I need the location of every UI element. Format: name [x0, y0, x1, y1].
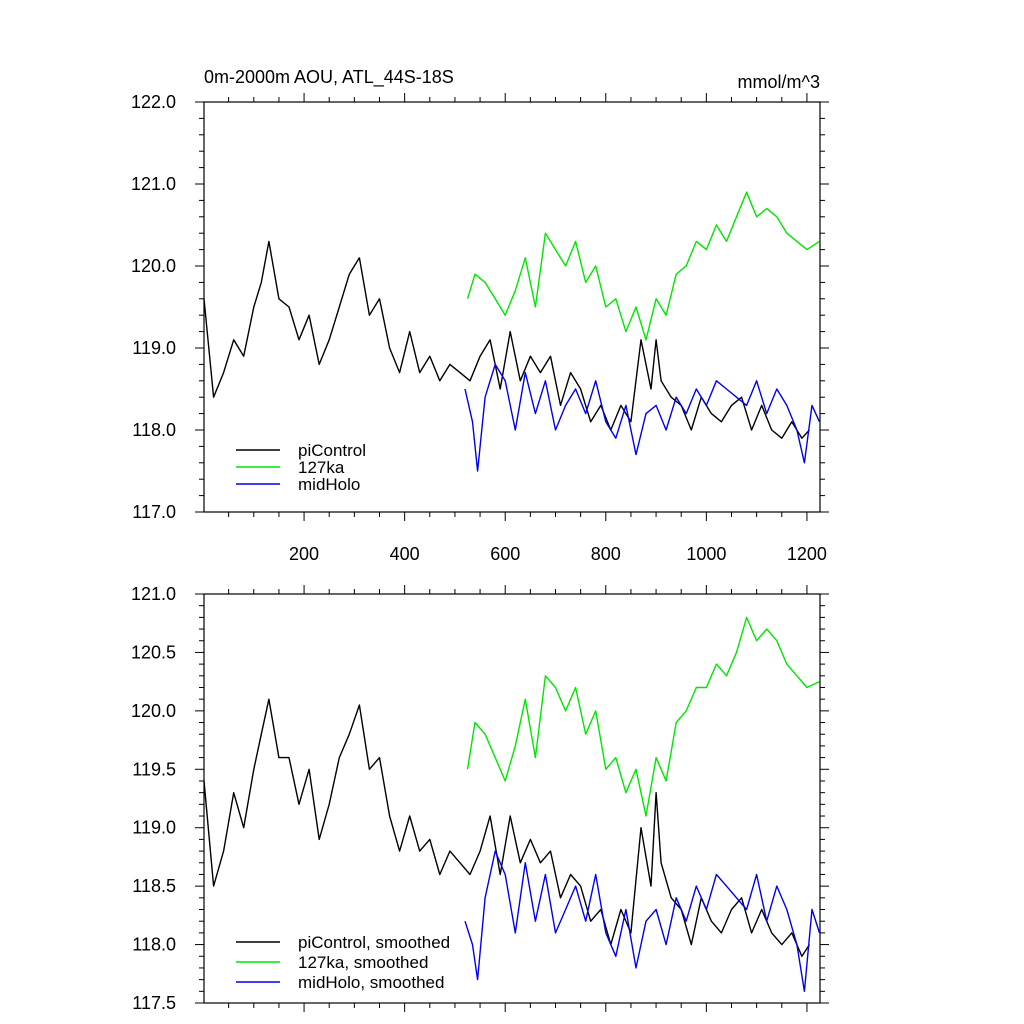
y-tick-label: 119.5 — [132, 759, 176, 779]
y-tick-label: 122.0 — [131, 92, 176, 112]
legend-label-piControl: piControl, smoothed — [298, 933, 450, 952]
top-title: 0m-2000m AOU, ATL_44S-18S — [204, 67, 454, 88]
y-tick-label: 118.5 — [132, 876, 176, 896]
bottom-panel: 117.5 118.0 118.5 119.0 119.5 120.0 120.5 121.0… — [131, 584, 829, 1013]
series-line-127ka — [466, 616, 820, 817]
legend-label-midHolo: midHolo — [298, 475, 360, 494]
series-line-piControl — [203, 698, 810, 957]
y-tick-label: 120.0 — [131, 701, 176, 721]
y-tick-label: 118.0 — [132, 420, 176, 440]
series-line-piControl — [203, 240, 810, 439]
top-units: mmol/m^3 — [738, 72, 820, 92]
series-line-127ka — [466, 191, 820, 341]
legend-label-piControl: piControl — [298, 441, 366, 460]
y-tick-label: 118.0 — [132, 935, 176, 955]
legend-label-127ka: 127ka — [298, 458, 345, 477]
x-tick-label: 800 — [591, 544, 621, 564]
y-tick-label: 120.5 — [131, 642, 176, 662]
y-tick-label: 120.0 — [131, 256, 176, 276]
x-tick-label: 1200 — [787, 544, 827, 564]
y-tick-label: 119.0 — [132, 338, 176, 358]
y-tick-label: 121.0 — [131, 584, 176, 604]
top-panel: 0m-2000m AOU, ATL_44S-18S mmol/m^3 117.0… — [131, 67, 829, 564]
x-tick-label: 200 — [289, 544, 319, 564]
y-tick-label: 117.5 — [132, 993, 176, 1013]
y-tick-label: 117.0 — [132, 502, 176, 522]
x-tick-label: 1000 — [686, 544, 726, 564]
plot-frame — [203, 101, 821, 513]
x-tick-label: 400 — [390, 544, 420, 564]
y-tick-label: 121.0 — [131, 174, 176, 194]
y-tick-label: 119.0 — [132, 818, 176, 838]
legend-label-127ka: 127ka, smoothed — [298, 953, 428, 972]
series-line-midHolo — [464, 363, 821, 472]
plot-frame — [203, 593, 821, 1004]
legend-label-midHolo: midHolo, smoothed — [298, 973, 444, 992]
x-tick-label: 600 — [490, 544, 520, 564]
series-line-midHolo — [464, 850, 821, 992]
